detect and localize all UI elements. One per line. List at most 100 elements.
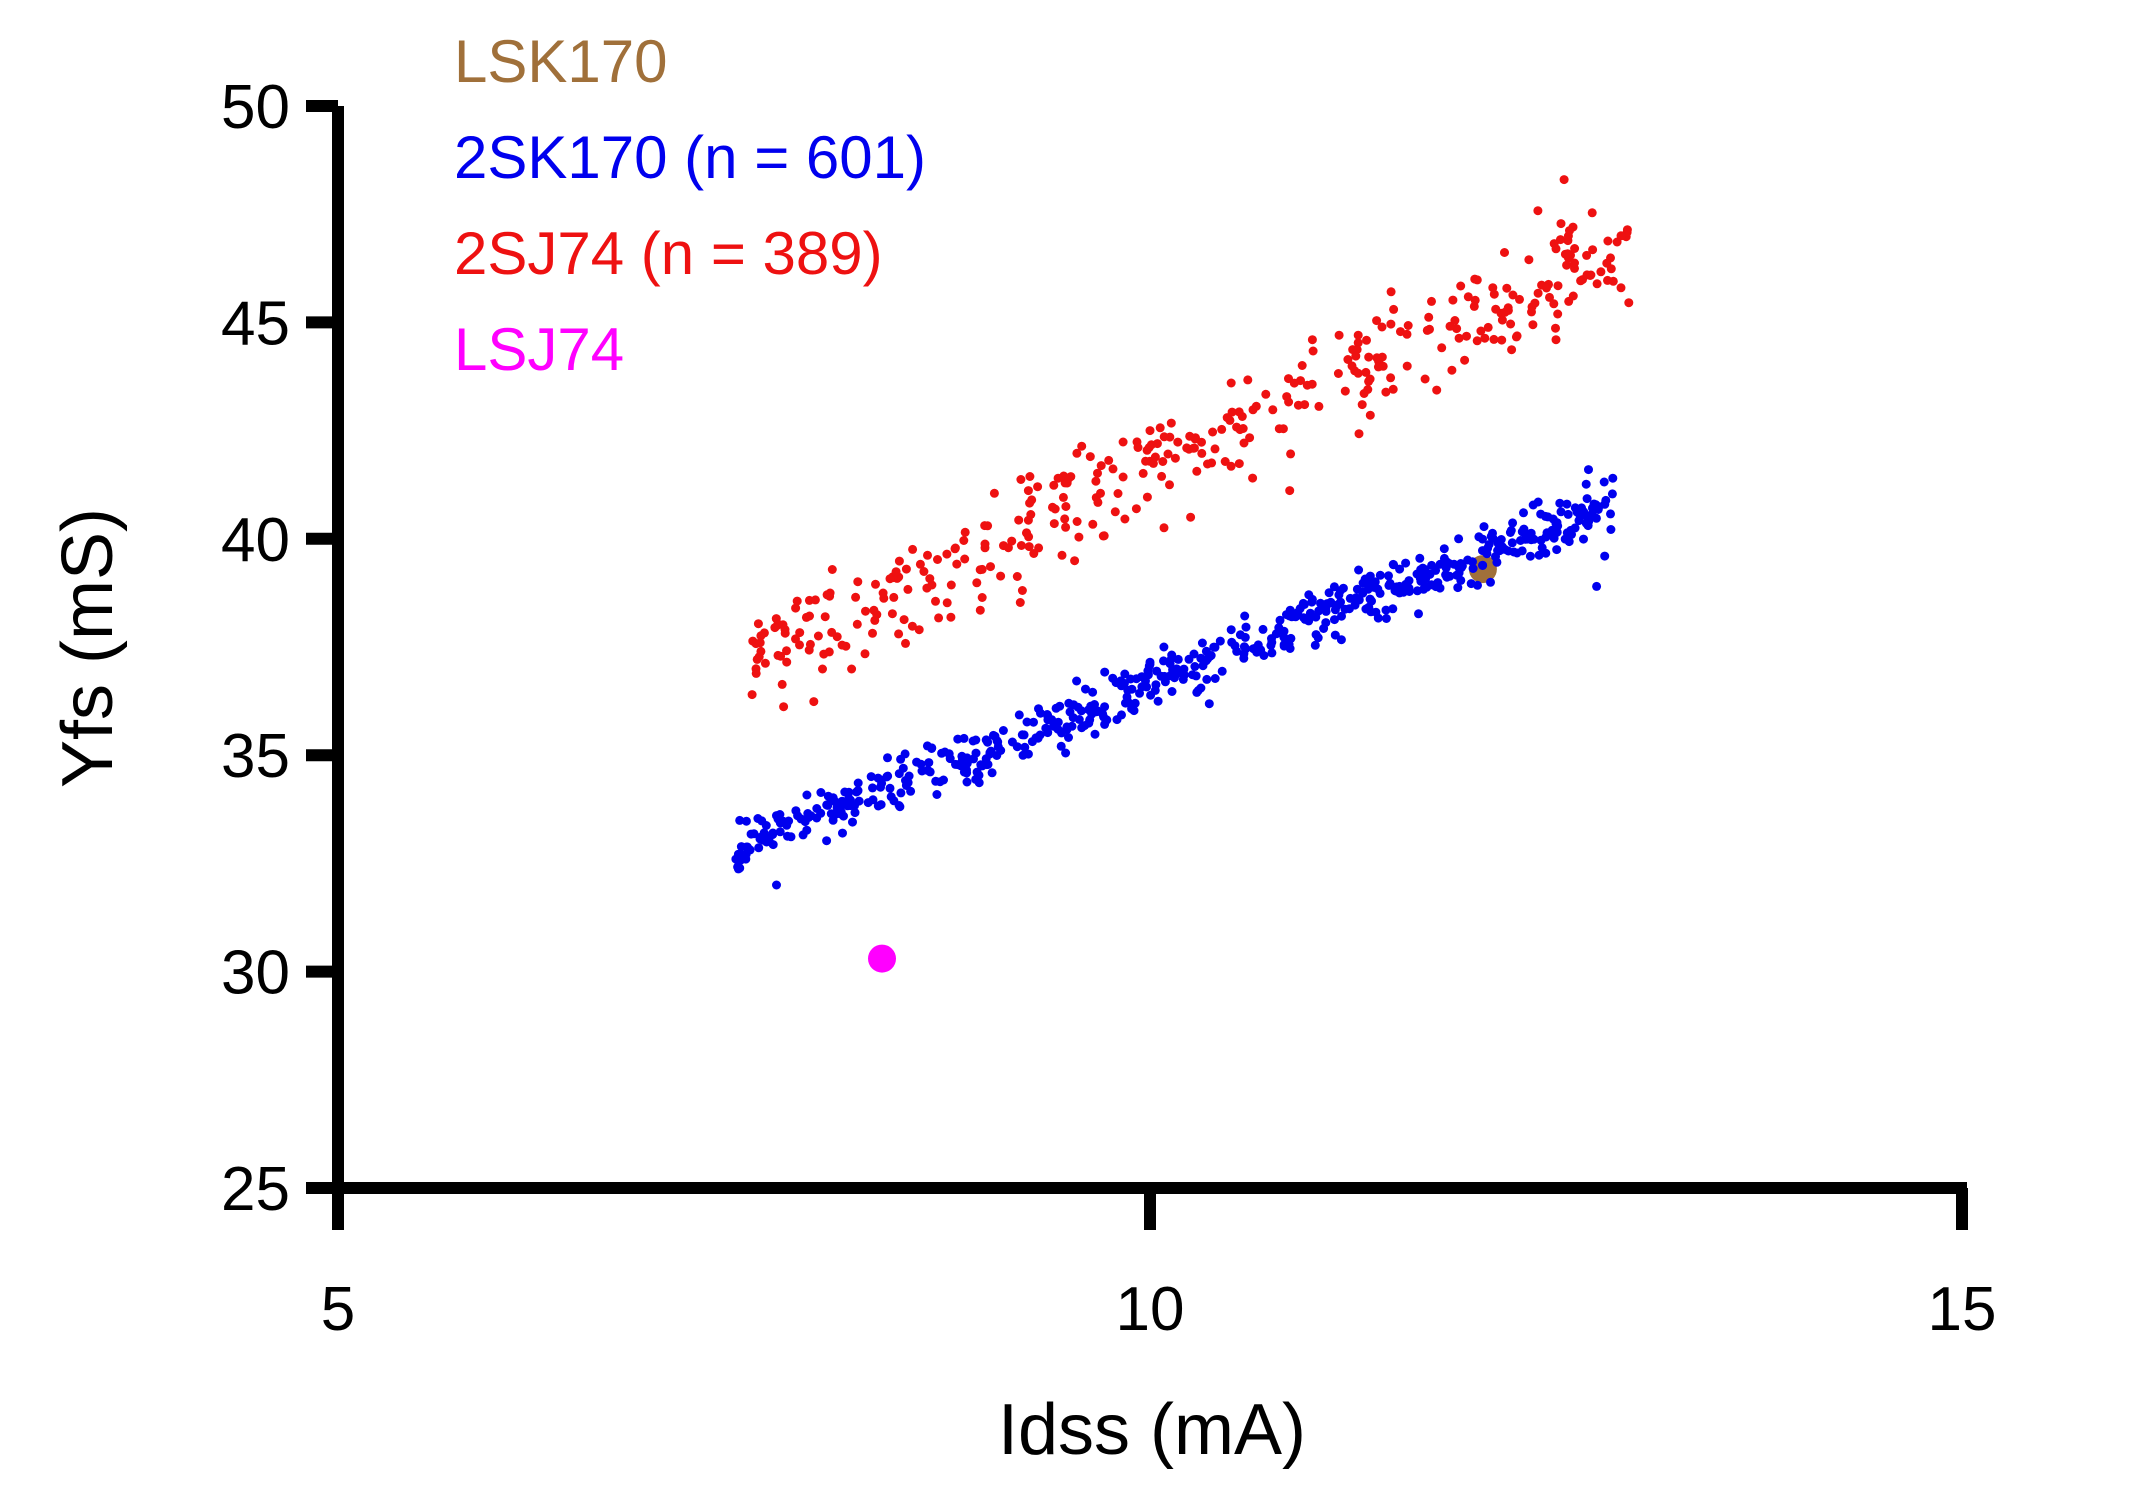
data-point bbox=[1151, 680, 1161, 690]
data-point bbox=[1340, 386, 1350, 396]
data-point bbox=[1330, 605, 1340, 615]
data-point bbox=[946, 580, 956, 590]
data-point bbox=[1453, 583, 1463, 593]
data-point bbox=[977, 564, 987, 574]
data-point bbox=[825, 588, 835, 598]
data-point bbox=[1077, 441, 1087, 451]
data-point bbox=[1304, 616, 1314, 626]
data-point bbox=[1049, 721, 1058, 731]
data-point bbox=[878, 588, 888, 598]
data-point bbox=[1158, 457, 1168, 466]
data-point bbox=[1592, 279, 1602, 289]
data-point bbox=[971, 735, 981, 745]
data-point bbox=[1120, 669, 1130, 679]
data-point bbox=[1234, 407, 1244, 417]
data-point bbox=[1093, 468, 1102, 478]
data-point bbox=[847, 664, 857, 674]
data-point bbox=[932, 790, 942, 799]
data-point bbox=[1478, 534, 1487, 544]
data-point bbox=[1029, 717, 1038, 727]
data-point bbox=[1173, 654, 1183, 664]
data-point bbox=[1197, 638, 1207, 648]
data-point bbox=[1384, 580, 1394, 590]
data-point bbox=[1116, 681, 1126, 691]
data-point bbox=[1563, 529, 1573, 539]
data-point bbox=[962, 765, 971, 775]
data-point bbox=[1165, 480, 1174, 490]
series-2sk170-n-601 bbox=[731, 465, 1618, 890]
data-point bbox=[1049, 480, 1059, 490]
data-point bbox=[822, 836, 832, 846]
data-point bbox=[1145, 659, 1155, 669]
data-point bbox=[894, 769, 904, 779]
data-point bbox=[760, 658, 770, 668]
data-point bbox=[1096, 461, 1106, 471]
data-point bbox=[1468, 557, 1477, 567]
data-point bbox=[1192, 466, 1202, 476]
data-point bbox=[987, 768, 997, 778]
data-point bbox=[1118, 472, 1128, 482]
data-point bbox=[972, 767, 982, 777]
data-point bbox=[1489, 334, 1499, 344]
data-point bbox=[1506, 319, 1516, 329]
data-point bbox=[786, 832, 796, 842]
data-point bbox=[1584, 465, 1593, 475]
data-point bbox=[1483, 322, 1493, 332]
data-point bbox=[1153, 696, 1163, 706]
data-point bbox=[1357, 400, 1367, 410]
data-point bbox=[1358, 588, 1368, 598]
data-point bbox=[1307, 335, 1317, 345]
data-point bbox=[741, 854, 751, 864]
data-point bbox=[1552, 545, 1562, 555]
data-point bbox=[1606, 264, 1616, 274]
data-point bbox=[990, 731, 1000, 741]
data-point bbox=[1267, 648, 1277, 658]
data-point bbox=[1203, 459, 1212, 469]
data-point bbox=[792, 596, 802, 606]
data-point bbox=[1445, 571, 1455, 581]
data-point bbox=[1232, 646, 1242, 656]
data-point bbox=[827, 565, 837, 574]
data-point bbox=[1386, 319, 1396, 329]
data-point bbox=[1545, 292, 1554, 302]
data-point bbox=[853, 778, 863, 788]
data-point bbox=[1468, 564, 1478, 573]
data-point bbox=[1582, 494, 1592, 504]
data-point bbox=[777, 679, 787, 689]
data-point bbox=[1096, 488, 1105, 498]
data-point bbox=[1480, 333, 1490, 343]
x-tick-label: 10 bbox=[1116, 1275, 1185, 1344]
data-point bbox=[1460, 355, 1470, 365]
data-point bbox=[895, 802, 905, 812]
data-point bbox=[1167, 687, 1177, 696]
data-point bbox=[1373, 613, 1383, 623]
data-point bbox=[1157, 471, 1167, 481]
data-point bbox=[1437, 343, 1447, 353]
data-point bbox=[1217, 666, 1227, 676]
data-point bbox=[1439, 544, 1449, 554]
data-point bbox=[809, 697, 819, 707]
data-point bbox=[776, 651, 786, 661]
data-point bbox=[1166, 418, 1176, 428]
data-point bbox=[1003, 543, 1013, 553]
x-tick-label: 15 bbox=[1928, 1275, 1997, 1344]
data-point bbox=[919, 567, 929, 576]
data-point bbox=[780, 628, 790, 638]
data-point bbox=[1568, 291, 1578, 301]
data-point bbox=[1235, 630, 1245, 640]
data-point bbox=[1456, 281, 1466, 291]
data-point bbox=[1581, 479, 1591, 489]
data-point bbox=[753, 619, 763, 629]
data-point bbox=[853, 577, 863, 587]
data-point bbox=[1215, 636, 1225, 646]
data-point bbox=[1433, 578, 1443, 588]
data-point bbox=[935, 777, 945, 787]
data-point bbox=[850, 808, 860, 818]
data-point bbox=[1235, 425, 1245, 435]
data-point bbox=[993, 742, 1003, 752]
data-point bbox=[1210, 674, 1220, 683]
data-point bbox=[1570, 258, 1579, 268]
data-point bbox=[1482, 549, 1492, 559]
data-point bbox=[1508, 290, 1518, 300]
data-point bbox=[1515, 294, 1524, 304]
